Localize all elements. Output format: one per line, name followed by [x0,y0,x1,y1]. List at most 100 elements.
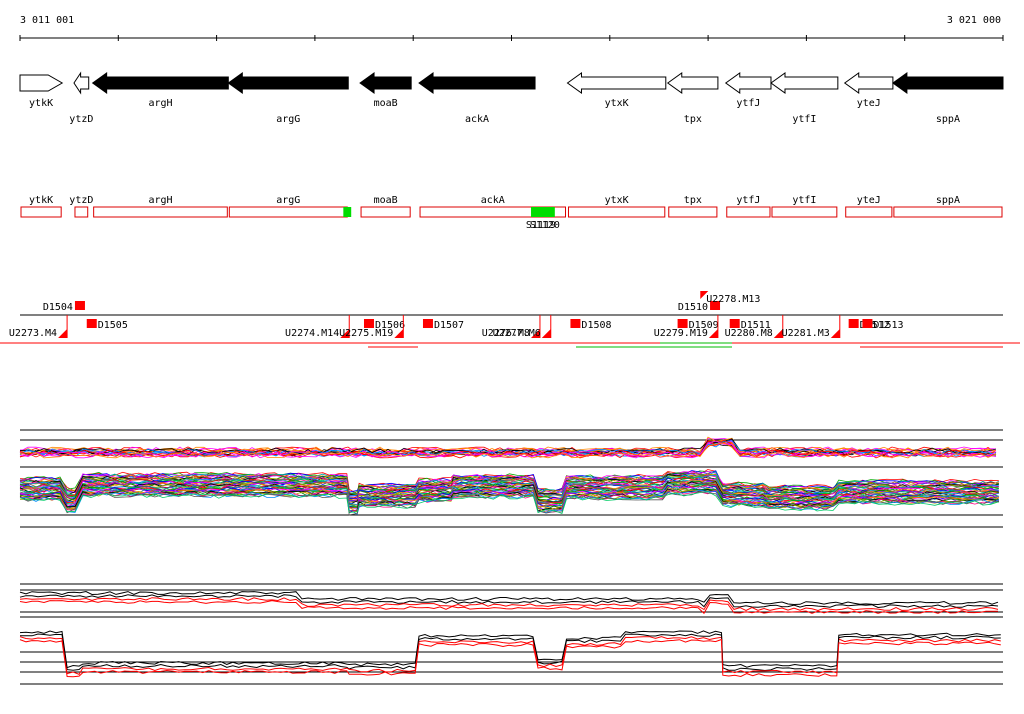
gene-arrow [843,72,894,94]
marker-square [848,319,859,328]
gene-label: tpx [684,114,702,125]
marker-label: D1506 [375,320,405,331]
marker-triangle [708,329,718,338]
gene-arrow [770,72,839,94]
gene-label: ytfJ [736,98,760,109]
gene-arrow [666,72,719,94]
marker-label: U2280.M8 [725,328,773,339]
annotation-label: ackA [481,195,505,206]
annotation-box [228,206,348,218]
annotation-label: ytfJ [736,195,760,206]
marker-label: D1507 [434,320,464,331]
summary-track [19,583,1003,685]
summary-profile [19,638,1001,678]
annotation-label: argH [148,195,172,206]
annotation-label: ytxK [605,195,629,206]
gene-label: ytkK [29,98,53,109]
ruler-start-label: 3 011 001 [20,15,74,26]
gene-label: ytzD [69,114,93,125]
expression-profile [19,437,997,454]
marker-label: U2275.M19 [339,328,393,339]
expression-profile [19,439,997,457]
marker-square [363,319,374,328]
gene-label: argH [148,98,172,109]
annotation-box [93,206,228,218]
annotation-track: ytkK ytzD argH argG moaB ackA ytxK tpx ytfJ ytfI y… [20,195,1003,231]
marker-square [86,319,97,328]
marker-label: U2273.M4 [9,328,57,339]
annotation-label: ytfI [792,195,816,206]
marker-label: U2277.M6 [493,328,541,339]
summary-profile [19,636,1001,676]
marker-triangle [541,329,551,338]
marker-label: D1513 [873,320,903,331]
annotation-box [668,206,718,218]
marker-triangle [700,291,709,299]
highlight-label: S1120 [530,220,560,231]
gene-arrow [19,74,64,92]
marker-label: U2276.M8 [482,328,530,339]
gene-arrow [359,72,412,94]
marker-square [862,319,873,328]
annotation-box [419,206,567,218]
annotation-box [360,206,411,218]
gene-arrow [724,72,772,94]
expression-profile [19,487,999,513]
marker-square [74,301,85,310]
gene-arrow [566,72,667,94]
annotation-box [771,206,838,218]
gene-label: sppA [936,114,960,125]
expression-profile [19,473,999,498]
expression-profile [19,483,999,508]
marker-label: U2278.M13 [706,294,760,305]
annotation-box [74,206,89,218]
marker-triangle [530,329,540,338]
summary-profile [19,600,999,615]
gene-label: ackA [465,114,489,125]
summary-profile [19,594,999,609]
annotation-box [20,206,62,218]
annotation-label: tpx [684,195,702,206]
marker-square [677,319,688,328]
gene-label: yteJ [857,98,881,109]
marker-label: U2281.M3 [782,328,830,339]
marker-label: D1512 [860,320,890,331]
summary-profile [19,630,1001,669]
gene-label: moaB [374,98,398,109]
expression-profile [19,442,997,459]
marker-square [570,319,581,328]
expression-profile [19,491,999,515]
expression-profile [19,442,997,459]
gene-arrow [227,72,349,94]
coordinate-ruler: 3 011 001 3 021 000 [19,15,1004,41]
gene-track: ytkK ytzD argH argG moaB ackA ytxK tpx ytfJ ytfI y… [19,71,1004,125]
annotation-box [726,206,771,218]
highlight-region [343,207,352,217]
marker-triangle [340,329,350,338]
gene-arrow [73,71,90,95]
gene-label: argG [276,114,300,125]
gene-label: ytxK [605,98,629,109]
gene-arrow [91,72,229,94]
marker-label: D1504 [43,302,73,313]
annotation-label: yteJ [857,195,881,206]
expression-profile [19,487,999,510]
expression-profile [19,440,997,456]
marker-label: U2279.M19 [654,328,708,339]
annotation-box [567,206,666,218]
marker-triangle [394,329,404,338]
expression-track [19,429,1003,528]
annotation-label: ytkK [29,195,53,206]
marker-square [422,319,433,328]
expression-profile [19,436,997,454]
marker-label: U2274.M14 [285,328,339,339]
marker-label: D1509 [689,320,719,331]
marker-triangle [773,329,783,338]
marker-triangle [830,329,840,338]
expression-profile [19,490,999,516]
marker-label: D1505 [98,320,128,331]
annotation-label: argG [276,195,300,206]
annotation-label: moaB [374,195,398,206]
